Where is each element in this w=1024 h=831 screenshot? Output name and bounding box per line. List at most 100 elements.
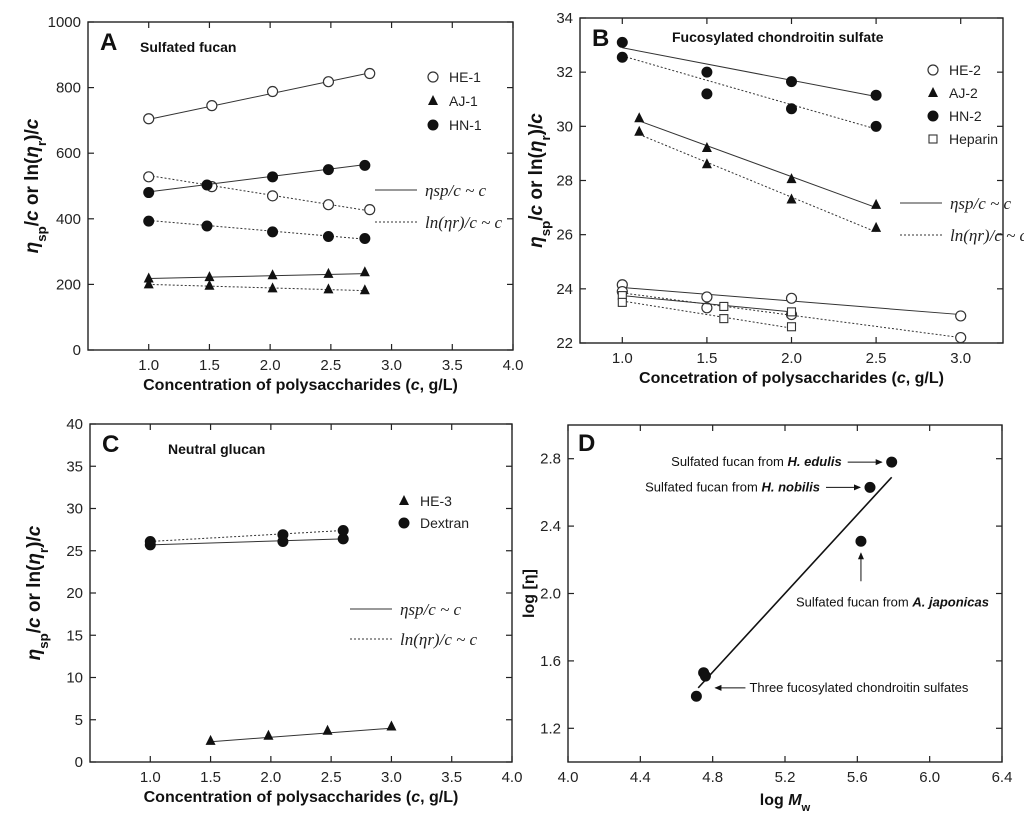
legend-label: Heparin: [949, 131, 998, 147]
annotation-arrowhead: [853, 484, 861, 491]
line-legend-label: ln(ηr)/c ~ c: [400, 630, 478, 649]
annotation-arrowhead: [714, 684, 722, 691]
y-tick-label: 5: [75, 712, 83, 729]
y-tick-label: 600: [56, 145, 81, 162]
y-tick-label: 2.8: [540, 451, 561, 468]
data-point: [143, 278, 154, 289]
x-tick-label: 4.0: [503, 357, 524, 374]
legend-label: HN-1: [449, 117, 482, 133]
x-tick-label: 3.0: [381, 769, 402, 786]
data-point: [263, 729, 274, 740]
fit-line: [210, 727, 392, 743]
data-point: [277, 529, 289, 541]
panel-d: 4.0 4.4 4.8 5.2 5.6 6.0 6.4 1.2 1.6 2.0 2.4 2.8 log …: [521, 424, 1013, 814]
x-tick-label: 3.5: [442, 357, 463, 374]
data-point: [786, 103, 797, 115]
panel-letter: A: [100, 29, 117, 56]
data-point: [617, 297, 627, 307]
x-tick-label: 6.0: [919, 769, 940, 786]
data-point: [322, 724, 333, 735]
annotation-label: Three fucosylated chondroitin sulfates: [749, 680, 968, 695]
data-point: [322, 199, 335, 211]
x-tick-label: 1.0: [612, 350, 633, 367]
data-point: [871, 221, 882, 232]
y-tick-label: 1000: [48, 14, 81, 31]
data-point: [786, 76, 797, 88]
data-point: [690, 690, 702, 702]
fit-line: [622, 47, 877, 98]
y-tick-label: 800: [56, 80, 81, 97]
data-point: [785, 292, 798, 304]
panel-b: 1.0 1.5 2.0 2.5 3.0 22 24 26 28 30 32 34 Concetratio…: [526, 10, 1024, 387]
data-point: [955, 310, 967, 322]
data-point: [359, 284, 370, 295]
y-tick-label: 1.2: [540, 720, 561, 737]
legend-marker: [927, 110, 939, 122]
x-tick-label: 6.4: [992, 769, 1013, 786]
annotation-label: Sulfated fucan from H. nobilis: [645, 479, 820, 494]
legend-marker: [928, 87, 938, 97]
data-point: [701, 88, 713, 100]
legend-marker: [928, 134, 938, 144]
data-point: [634, 112, 645, 123]
legend-label: Dextran: [420, 515, 469, 531]
data-point: [322, 231, 334, 243]
regression-line: [697, 476, 893, 689]
data-point: [786, 193, 797, 204]
y-tick-label: 2.4: [540, 518, 561, 535]
x-tick-label: 2.5: [866, 350, 887, 367]
y-tick-label: 40: [66, 416, 83, 433]
data-point: [870, 89, 882, 101]
data-point: [855, 535, 867, 547]
data-point: [719, 314, 729, 324]
line-legend-label: ln(ηr)/c ~ c: [425, 213, 503, 232]
x-tick-label: 1.0: [138, 357, 159, 374]
annotation-label: Sulfated fucan from H. edulis: [671, 454, 842, 469]
data-point: [359, 232, 371, 244]
data-point: [871, 198, 882, 209]
line-legend-label: ηsp/c ~ c: [400, 600, 462, 619]
data-point: [267, 282, 278, 293]
legend-marker: [398, 517, 410, 529]
fit-line: [639, 133, 877, 233]
y-axis-label: ηsp/c or ln(ηr)/c: [526, 113, 553, 248]
data-point: [266, 85, 279, 98]
y-tick-label: 32: [556, 64, 573, 81]
y-tick-label: 15: [66, 627, 83, 644]
data-point: [386, 720, 397, 731]
fit-line: [148, 175, 370, 212]
x-tick-label: 1.0: [140, 769, 161, 786]
y-tick-label: 20: [66, 585, 83, 602]
legend-label: HN-2: [949, 108, 982, 124]
data-point: [323, 267, 334, 278]
x-tick-label: 3.0: [381, 357, 402, 374]
data-point: [205, 734, 216, 745]
y-tick-label: 30: [556, 118, 573, 135]
data-point: [701, 142, 712, 152]
legend-marker: [399, 495, 409, 505]
x-axis-label: log Mw: [760, 792, 811, 814]
annotation-arrowhead: [875, 459, 883, 466]
x-axis-label: Concentration of polysaccharides (c, g/L…: [143, 377, 458, 394]
x-axis-label: Concentration of polysaccharides (c, g/L…: [144, 789, 459, 806]
y-tick-label: 22: [556, 335, 573, 352]
data-point: [267, 171, 279, 183]
data-point: [267, 226, 279, 238]
x-tick-label: 4.0: [502, 769, 523, 786]
fit-line: [622, 292, 961, 339]
y-tick-label: 1.6: [540, 653, 561, 670]
y-tick-label: 25: [66, 543, 83, 560]
legend-marker: [427, 119, 439, 131]
data-point: [204, 271, 215, 282]
legend-marker: [927, 64, 939, 76]
panel-letter: B: [592, 25, 609, 52]
y-tick-label: 26: [556, 227, 573, 244]
x-tick-label: 4.8: [702, 769, 723, 786]
data-point: [955, 331, 967, 344]
x-tick-label: 3.5: [441, 769, 462, 786]
panel-title: Sulfated fucan: [140, 39, 236, 55]
y-tick-label: 10: [66, 670, 83, 687]
y-axis-label: ηsp/c or ln(ηr)/c: [24, 525, 51, 660]
legend-label: AJ-2: [949, 85, 978, 101]
